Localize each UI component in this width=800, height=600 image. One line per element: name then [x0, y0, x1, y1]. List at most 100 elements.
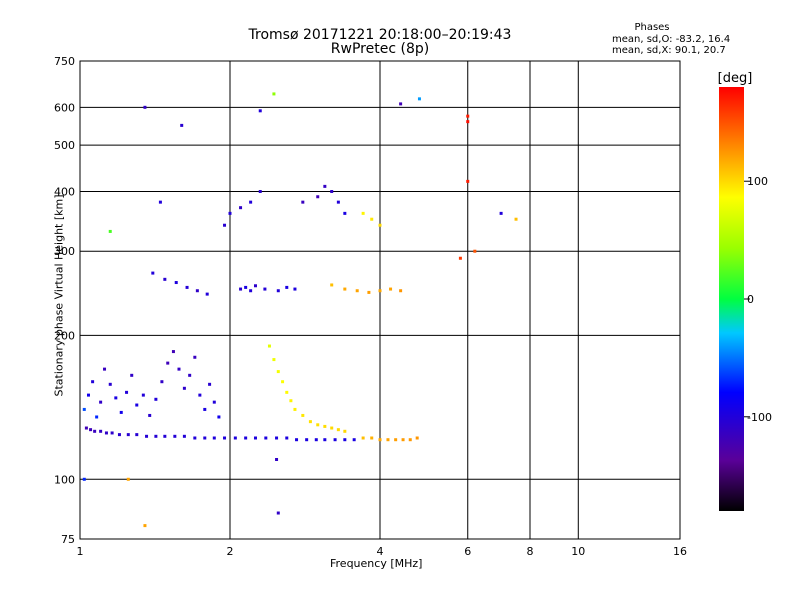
data-point	[95, 415, 99, 419]
data-point	[163, 434, 167, 438]
data-point	[143, 105, 147, 109]
data-point	[267, 344, 271, 348]
y-tick-label: 100	[54, 473, 75, 486]
data-point	[285, 390, 289, 394]
data-point	[399, 289, 403, 293]
data-point	[110, 431, 114, 435]
x-axis-label: Frequency [MHz]	[330, 557, 423, 570]
data-point	[154, 397, 158, 401]
data-point	[130, 373, 134, 377]
data-point	[173, 434, 177, 438]
data-point	[244, 436, 248, 440]
data-point	[166, 361, 170, 365]
data-point	[343, 429, 347, 433]
y-tick-label: 500	[54, 139, 75, 152]
data-point	[408, 438, 412, 442]
data-point	[330, 189, 334, 193]
data-point	[228, 211, 232, 215]
data-point	[171, 350, 175, 354]
y-tick-label: 75	[61, 533, 75, 546]
data-point	[223, 436, 227, 440]
data-point	[126, 433, 130, 437]
data-point	[378, 438, 382, 442]
data-point	[82, 407, 86, 411]
chart-title: Tromsø 20171221 20:18:00–20:19:43	[248, 27, 512, 43]
data-point	[151, 271, 155, 275]
colorbar-ticks: 100 0 -100	[744, 175, 772, 424]
data-point	[253, 436, 257, 440]
data-point	[361, 211, 365, 215]
colorbar-tick-label: 100	[747, 175, 768, 188]
data-point	[466, 114, 470, 118]
data-point	[239, 206, 243, 210]
data-point	[301, 413, 305, 417]
data-point	[272, 92, 276, 96]
data-point	[295, 438, 299, 442]
data-point	[103, 367, 107, 371]
data-point	[174, 281, 178, 285]
data-point	[203, 407, 207, 411]
data-point	[163, 277, 167, 281]
data-point	[89, 428, 93, 432]
data-point	[401, 438, 405, 442]
data-point	[275, 457, 279, 461]
data-point	[316, 195, 320, 199]
phases-x-stats: mean, sd,X: 90.1, 20.7	[612, 45, 726, 56]
data-point	[370, 436, 374, 440]
data-point	[119, 410, 123, 414]
data-point	[272, 358, 276, 362]
plot-frame	[79, 60, 681, 540]
data-point	[193, 436, 197, 440]
chart-subtitle: RwPretec (8p)	[330, 41, 430, 57]
data-point	[258, 109, 262, 113]
data-point	[177, 367, 181, 371]
data-point	[185, 285, 189, 289]
data-point	[285, 436, 289, 440]
data-point	[473, 249, 477, 253]
x-tick-label: 6	[464, 545, 471, 558]
colorbar-label: [deg]	[718, 71, 753, 86]
phases-o-stats: mean, sd,O: -83.2, 16.4	[612, 34, 731, 45]
data-point	[141, 393, 145, 397]
y-tick-label: 300	[54, 245, 75, 258]
phases-title: Phases	[634, 22, 670, 33]
data-point	[343, 287, 347, 291]
data-point	[417, 97, 421, 101]
data-point	[249, 200, 253, 204]
data-point	[386, 438, 390, 442]
data-point	[82, 477, 86, 481]
data-point	[499, 211, 503, 215]
data-point	[330, 283, 334, 287]
data-point	[126, 477, 130, 481]
data-point	[99, 429, 103, 433]
data-point	[378, 223, 382, 227]
data-point	[293, 287, 297, 291]
data-point	[180, 123, 184, 127]
y-tick-label: 400	[54, 185, 75, 198]
axis-ticks: 1 2 4 6 8 10 16 75 100 200 300 400 500 600 750	[54, 55, 687, 558]
y-tick-label: 200	[54, 329, 75, 342]
data-point	[314, 438, 318, 442]
data-point	[336, 428, 340, 432]
data-point	[352, 438, 356, 442]
data-point	[343, 211, 347, 215]
data-point	[158, 200, 162, 204]
x-tick-label: 2	[227, 545, 234, 558]
data-point	[355, 289, 359, 293]
data-point	[244, 285, 248, 289]
data-point	[281, 380, 285, 384]
data-point	[276, 370, 280, 374]
x-tick-label: 16	[673, 545, 687, 558]
data-point	[154, 434, 158, 438]
data-point	[205, 292, 209, 296]
data-point	[217, 415, 221, 419]
data-point	[160, 380, 164, 384]
data-point	[253, 284, 257, 288]
data-point	[104, 431, 108, 435]
data-point	[305, 438, 309, 442]
data-point	[99, 400, 103, 404]
data-point	[285, 285, 289, 289]
data-point	[301, 200, 305, 204]
data-point	[466, 120, 470, 124]
data-point	[108, 382, 112, 386]
